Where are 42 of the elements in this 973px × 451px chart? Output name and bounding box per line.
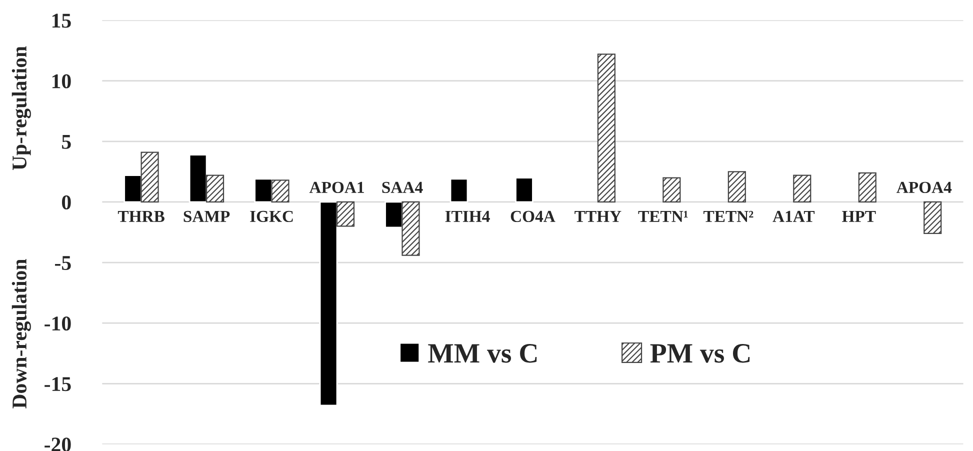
y-tick-label: 10 bbox=[52, 74, 71, 88]
y-tick-label: 15 bbox=[52, 14, 71, 28]
x-tick-label: TETN² bbox=[703, 210, 754, 222]
bar bbox=[515, 177, 534, 203]
bar bbox=[271, 180, 290, 203]
bar bbox=[597, 54, 616, 203]
text: Up-regulation bbox=[12, 46, 31, 170]
text: Down-regulation bbox=[12, 259, 31, 408]
y-tick-label: 5 bbox=[62, 135, 71, 149]
bar bbox=[254, 178, 272, 203]
bar bbox=[336, 201, 355, 227]
bar bbox=[384, 201, 403, 228]
x-tick-label: APOA4 bbox=[896, 182, 952, 194]
bar bbox=[924, 201, 942, 234]
bar bbox=[206, 174, 224, 203]
x-tick-label: SAMP bbox=[184, 210, 230, 222]
x-tick-label: ITIH4 bbox=[445, 210, 490, 222]
bar bbox=[662, 177, 681, 203]
x-tick-label: APOA1 bbox=[309, 182, 364, 194]
bar bbox=[140, 152, 159, 203]
y-tick-label: 0 bbox=[62, 195, 71, 210]
bar bbox=[858, 172, 876, 203]
x-tick-label: IGKC bbox=[250, 210, 293, 222]
bar bbox=[728, 171, 746, 203]
x-tick-label: TTHY bbox=[574, 210, 622, 222]
legend-label: PM vs C bbox=[650, 344, 750, 363]
y-tick-label: -15 bbox=[44, 377, 71, 392]
bar bbox=[450, 178, 468, 203]
y-tick-label: -5 bbox=[55, 256, 71, 270]
x-tick-label: HPT bbox=[842, 210, 876, 222]
x-tick-label: THRB bbox=[118, 210, 164, 222]
y-tick-label: -10 bbox=[44, 316, 71, 331]
x-tick-label: CO4A bbox=[510, 210, 556, 222]
legend-label: MM vs C bbox=[428, 344, 537, 363]
bar bbox=[793, 174, 812, 203]
x-tick-label: SAA4 bbox=[382, 182, 423, 194]
bar bbox=[188, 154, 208, 203]
x-tick-label: TETN¹ bbox=[638, 210, 688, 222]
x-tick-label: A1AT bbox=[772, 210, 815, 222]
bar bbox=[402, 201, 420, 256]
bar bbox=[319, 201, 338, 406]
bar bbox=[124, 174, 142, 203]
